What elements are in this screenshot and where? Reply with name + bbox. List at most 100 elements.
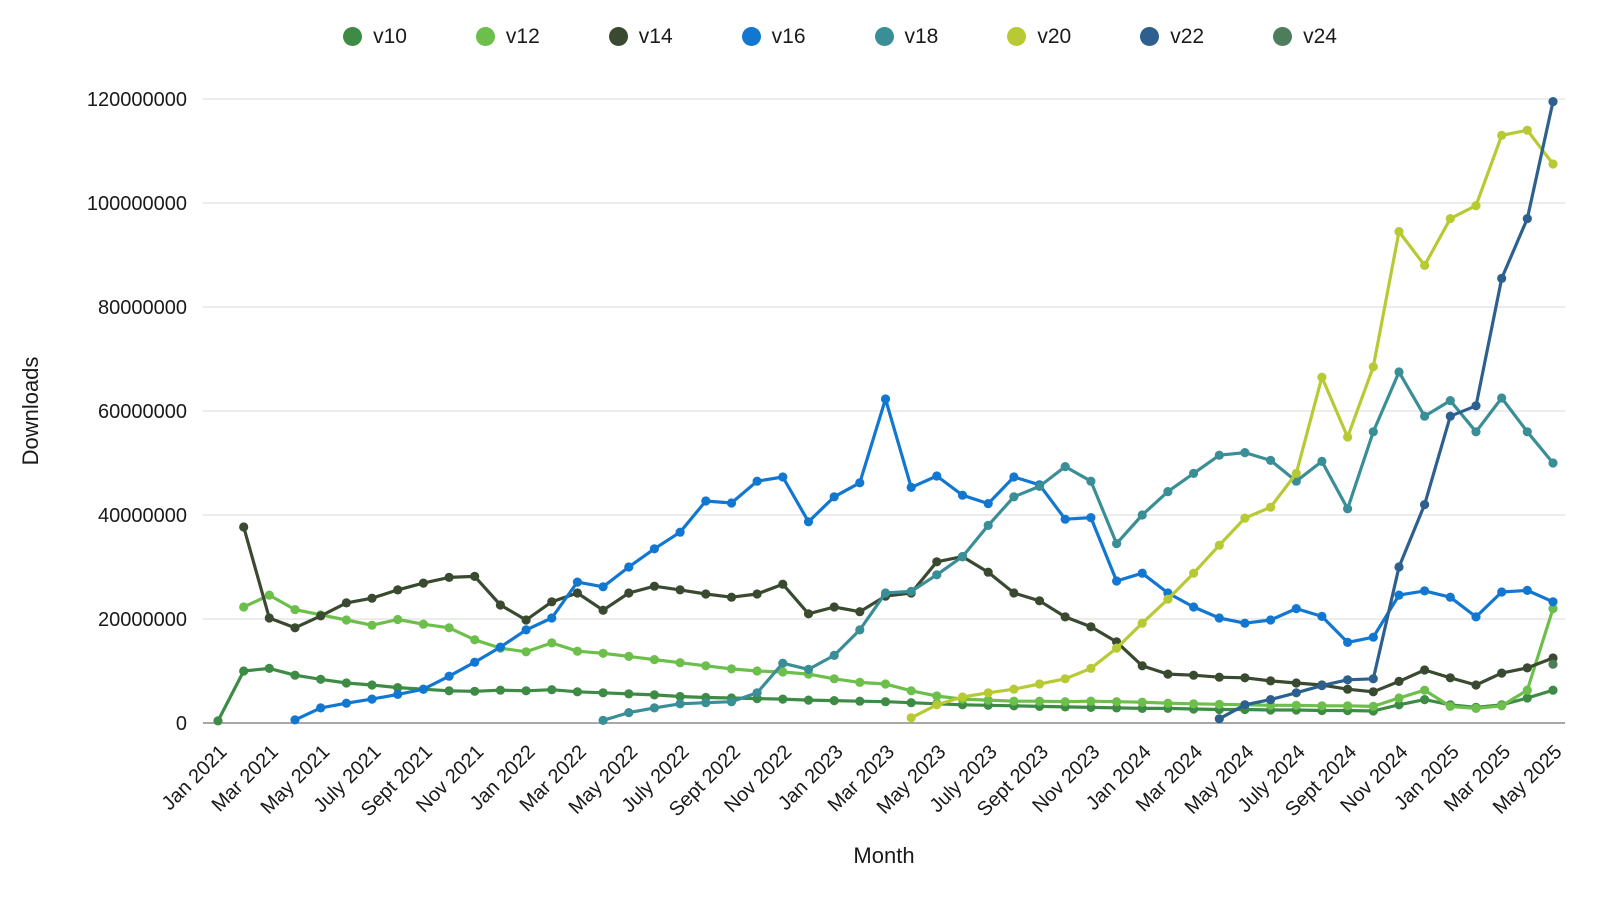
data-point-v12 (906, 686, 916, 696)
data-point-v12 (1060, 697, 1070, 707)
legend-label-v22: v22 (1170, 25, 1205, 48)
data-point-v14 (1445, 673, 1455, 683)
data-point-v10 (341, 678, 351, 688)
series-line-v10 (216, 666, 1555, 723)
legend-marker-v14 (608, 27, 628, 46)
data-point-v20 (932, 700, 942, 710)
data-point-v16 (1522, 585, 1532, 596)
data-point-v16 (1420, 586, 1430, 596)
data-point-v12 (572, 646, 583, 656)
data-point-v12 (1317, 701, 1327, 711)
legend-label-v14: v14 (638, 25, 673, 48)
data-point-v10 (675, 691, 685, 702)
data-point-v12 (1163, 698, 1173, 708)
data-point-v22 (1368, 674, 1378, 684)
data-point-v12 (624, 651, 634, 662)
data-point-v20 (1034, 679, 1045, 689)
data-point-v14 (1086, 622, 1096, 632)
data-point-v16 (701, 496, 711, 506)
data-point-v16 (1240, 618, 1250, 628)
data-point-v14 (1240, 673, 1250, 683)
data-point-v16 (1317, 611, 1327, 622)
data-point-v18 (726, 697, 737, 707)
data-point-v20 (1548, 159, 1558, 169)
data-point-v14 (752, 589, 762, 599)
legend-item-v16[interactable]: v16 (741, 26, 806, 47)
data-point-v20 (1343, 432, 1353, 442)
data-point-v22 (1497, 273, 1507, 283)
data-point-v16 (341, 698, 351, 708)
series-v14 (239, 522, 1558, 697)
data-point-v14 (290, 623, 300, 633)
legend-label-v24: v24 (1303, 25, 1337, 48)
data-point-v16 (829, 492, 839, 502)
data-point-v10 (213, 716, 223, 726)
data-point-v12 (1420, 685, 1430, 695)
legend-item-v18[interactable]: v18 (874, 25, 939, 48)
data-point-v16 (1009, 472, 1019, 482)
data-point-v16 (1394, 590, 1404, 600)
data-point-v16 (1086, 513, 1096, 523)
gridlines (203, 98, 1565, 724)
data-point-v16 (624, 562, 634, 572)
data-point-v16 (547, 613, 557, 623)
data-point-v10 (649, 690, 660, 700)
data-point-v18 (880, 588, 891, 598)
data-point-v10 (880, 697, 891, 707)
legend-item-v12[interactable]: v12 (475, 25, 540, 48)
data-point-v18 (906, 586, 916, 597)
data-point-v18 (1522, 427, 1532, 437)
legend-label-v20: v20 (1037, 25, 1072, 48)
data-point-v18 (829, 650, 839, 661)
data-point-v12 (1137, 697, 1147, 707)
legend-item-v14[interactable]: v14 (608, 25, 673, 48)
data-point-v12 (983, 695, 993, 705)
data-point-v16 (290, 715, 300, 725)
data-point-v12 (675, 658, 685, 668)
legend-item-v22[interactable]: v22 (1140, 26, 1204, 47)
data-point-v20 (983, 688, 993, 698)
data-point-v20 (1009, 684, 1019, 694)
data-point-v14 (1497, 668, 1507, 678)
data-point-v16 (803, 517, 814, 527)
data-point-v10 (572, 687, 583, 697)
data-point-v14 (341, 598, 351, 608)
data-point-v18 (803, 664, 814, 675)
series-line-v14 (242, 525, 1555, 694)
y-tick-label: 60000000 (98, 401, 187, 423)
data-point-v22 (1291, 688, 1301, 698)
data-point-v12 (1086, 696, 1096, 706)
data-point-v14 (675, 585, 685, 595)
data-point-v10 (444, 686, 454, 696)
data-point-v10 (1394, 700, 1404, 710)
legend-label-v12: v12 (505, 25, 540, 48)
data-point-v14 (778, 579, 788, 589)
data-point-v16 (1214, 613, 1224, 623)
data-point-v16 (649, 544, 660, 554)
y-tick-label: 0 (176, 713, 187, 735)
data-point-v12 (521, 647, 531, 657)
data-point-v12 (1034, 696, 1045, 706)
data-point-v10 (239, 666, 249, 676)
data-point-v10 (624, 689, 634, 699)
data-point-v10 (547, 685, 557, 695)
legend-label-v18: v18 (904, 25, 939, 48)
data-point-v20 (1163, 594, 1173, 604)
data-point-v12 (880, 679, 891, 689)
series-v24 (1548, 659, 1558, 669)
data-point-v18 (957, 552, 968, 562)
data-point-v20 (957, 692, 968, 702)
data-point-v10 (855, 696, 865, 706)
data-point-v18 (675, 699, 685, 709)
legend-item-v20[interactable]: v20 (1007, 26, 1071, 47)
y-tick-labels: 0 20000000 40000000 60000000 80000000 1000000… (87, 89, 187, 735)
legend-item-v24[interactable]: v24 (1273, 26, 1337, 47)
series-line-v20 (909, 128, 1555, 720)
data-point-v14 (624, 588, 634, 598)
legend-item-v10[interactable]: v10 (343, 26, 407, 47)
data-point-v14 (1471, 680, 1481, 690)
data-point-v20 (1086, 663, 1096, 674)
data-point-v22 (1394, 562, 1404, 572)
data-point-v10 (1548, 685, 1558, 695)
data-point-v16 (1060, 514, 1070, 524)
